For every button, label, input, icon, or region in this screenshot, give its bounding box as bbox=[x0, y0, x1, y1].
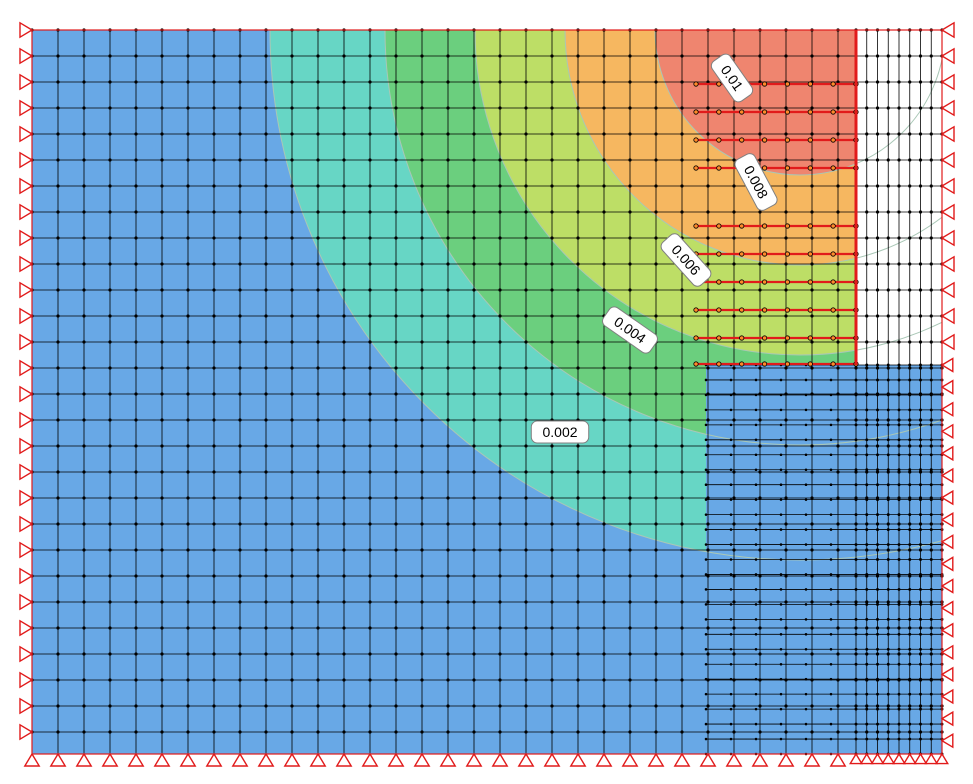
fem-contour-plot: 0.010.0080.0060.0040.002 bbox=[0, 0, 973, 784]
contour-label: 0.002 bbox=[542, 424, 577, 440]
